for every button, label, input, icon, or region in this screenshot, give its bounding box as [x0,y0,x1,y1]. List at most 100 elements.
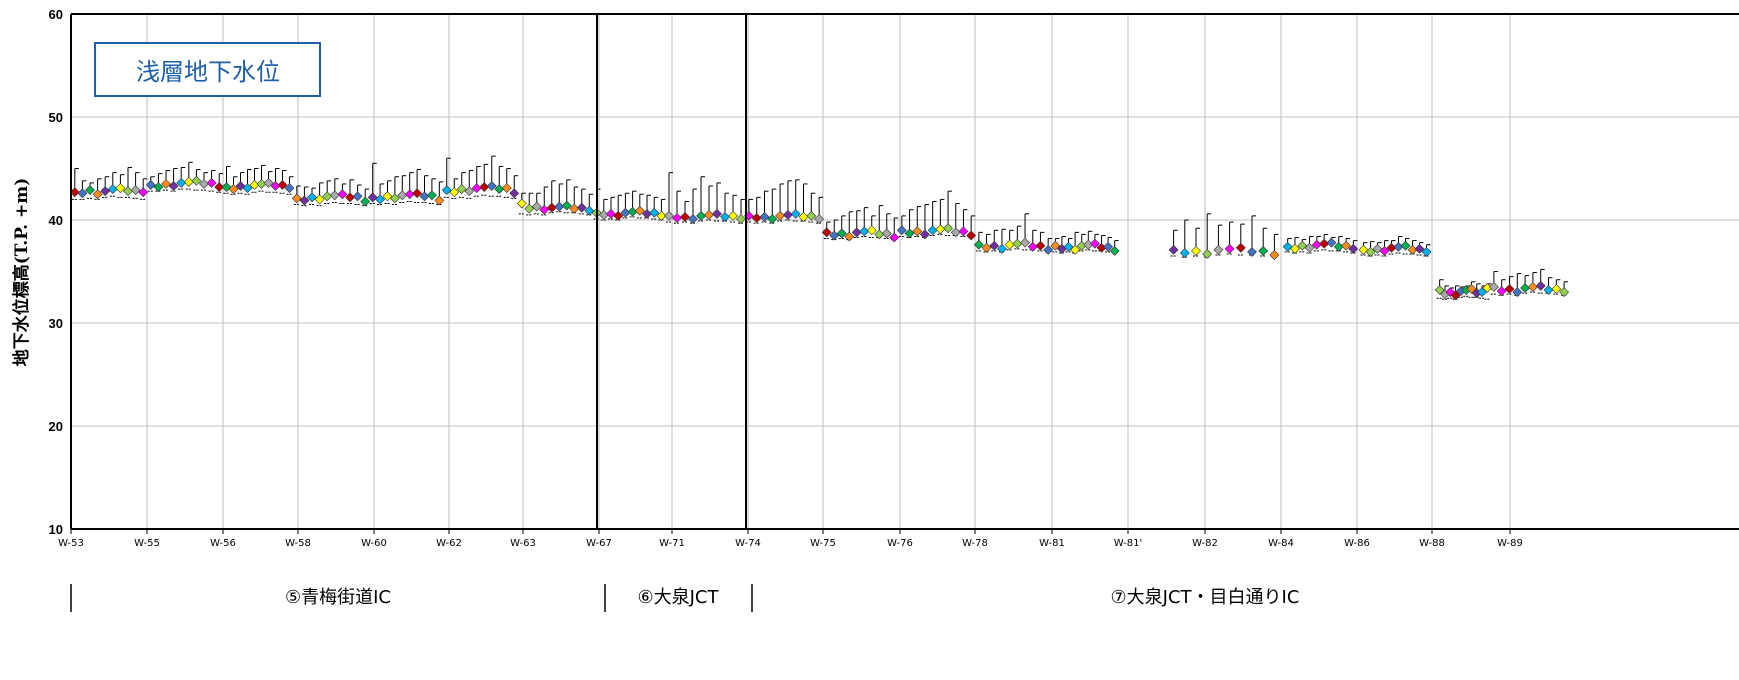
data-point [1421,247,1432,257]
y-tick-label: 10 [49,522,63,537]
data-point [1297,240,1308,251]
y-tick-label: 60 [49,7,63,22]
data-point [1258,245,1269,256]
data-point [1103,241,1114,252]
section-label: ⑤青梅街道IC [285,587,391,608]
data-point [798,211,809,222]
section-label: ⑦大泉JCT・目白通りIC [1111,587,1300,608]
x-tick-label: W-81' [1114,538,1143,549]
data-point [221,182,232,192]
data-point [1027,241,1038,252]
data-point [1348,243,1359,254]
data-point [814,214,825,224]
data-point [736,214,746,224]
data-point [1290,243,1300,254]
data-point [307,192,317,203]
data-point [1512,287,1523,298]
data-point [1168,244,1179,255]
data-point [851,227,862,238]
data-point [314,194,325,205]
data-point [1020,237,1030,248]
axes: 10 20 30 40 50 60 W-53 W-55 W-56 W-58 W-60 W-62 W-63… [49,7,1739,549]
data-point [1365,247,1376,257]
data-point [1319,238,1330,249]
data-point [486,181,497,191]
data-point [352,191,363,202]
data-point [277,180,288,190]
data-point [1326,237,1337,248]
data-point [759,211,770,222]
data-point [1089,238,1100,249]
x-tick-label: W-55 [134,538,160,549]
data-point [471,183,482,193]
data-point [412,188,423,199]
data-point [284,183,295,193]
data-point [1304,242,1315,253]
x-tick-label: W-88 [1419,538,1445,549]
x-tick-label: W-86 [1344,538,1370,549]
data-point [775,210,786,221]
data-point [546,202,557,213]
data-point [494,184,505,195]
data-point [479,182,490,192]
x-tick-label: W-62 [436,538,462,549]
data-point [1358,244,1369,255]
x-tick-label: W-58 [285,538,311,549]
data-point [183,176,194,187]
data-point [981,242,992,253]
data-point [138,187,149,198]
data-point [1543,285,1554,295]
data-point [1496,286,1507,296]
data-point [464,186,475,197]
data-point [456,184,467,195]
x-tick-label: W-76 [887,538,913,549]
data-point [1282,241,1293,252]
y-tick-label: 30 [49,316,63,331]
data-point [263,177,274,188]
data-point [664,210,674,221]
data-point [598,209,609,220]
data-point [821,227,832,238]
y-tick-label: 50 [49,110,63,125]
grid [70,13,1739,530]
data-point [672,213,682,223]
x-tick-label: W-63 [510,538,536,549]
data-point [434,195,445,206]
data-point [782,209,793,220]
data-point [989,240,1000,251]
data-point [1372,243,1383,254]
data-point [1504,284,1515,294]
data-point [881,228,892,239]
section-row: ⑤青梅街道IC ⑥大泉JCT ⑦大泉JCT・目白通りIC [70,584,1300,612]
data-point [1191,245,1201,256]
data-point [1179,248,1190,258]
data-point [943,223,953,234]
data-point [235,181,246,191]
data-point [1043,244,1054,255]
data-point [360,196,371,207]
x-tick-label: W-67 [586,538,612,549]
data-point [176,177,187,188]
data-point [145,180,156,190]
data-point [345,192,355,203]
data-point [153,182,164,192]
data-point [728,210,738,221]
data-point [1379,245,1390,256]
data-point [720,211,730,222]
data-point [874,229,885,240]
data-point [1527,282,1538,292]
data-point [291,193,302,204]
data-point [973,239,984,250]
data-point [606,208,616,219]
x-tick-label: W-81 [1039,538,1065,549]
data-point [554,201,565,212]
data-point [896,225,907,236]
x-tick-label: W-71 [659,538,685,549]
data-point [123,186,133,197]
chart-title: 浅層地下水位 [136,58,280,86]
data-point [696,210,706,221]
data-point [449,187,460,198]
data-point [1224,243,1235,254]
data-point [509,188,520,199]
data-point [927,225,938,236]
